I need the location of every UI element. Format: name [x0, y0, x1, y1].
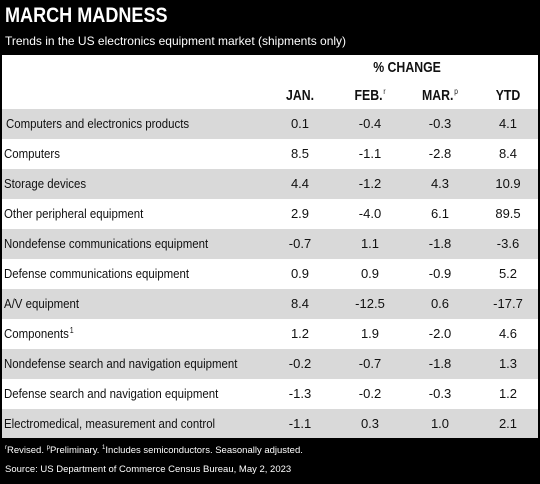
row-label: A/V equipment	[4, 296, 80, 311]
cell-mar: 1.0	[430, 416, 450, 431]
cell-ytd: 1.3	[498, 356, 518, 371]
table-row: Defense communications equipment 0.9 0.9…	[2, 259, 538, 289]
cell-ytd: 1.2	[498, 386, 518, 401]
cell-jan: 8.4	[290, 296, 310, 311]
cell-ytd: 89.5	[495, 206, 521, 221]
cell-feb: -0.7	[358, 356, 382, 371]
cell-feb: 1.9	[360, 326, 380, 341]
cell-mar: -1.8	[428, 236, 452, 251]
table-row: Computers and electronics products 0.1 -…	[2, 109, 538, 139]
cell-jan: -1.3	[288, 386, 312, 401]
cell-ytd: 5.2	[498, 266, 518, 281]
cell-ytd: 8.4	[498, 146, 518, 161]
cell-feb: -4.0	[358, 206, 382, 221]
cell-mar: -1.8	[428, 356, 452, 371]
column-header-ytd: YTD	[495, 87, 521, 104]
cell-feb: -0.2	[358, 386, 382, 401]
cell-jan: 0.1	[290, 116, 310, 131]
row-label: Components1	[4, 325, 74, 341]
source-line: Source: US Department of Commerce Census…	[5, 464, 292, 475]
table-row: Nondefense communications equipment -0.7…	[2, 229, 538, 259]
cell-jan: 8.5	[290, 146, 310, 161]
cell-ytd: 4.6	[498, 326, 518, 341]
cell-ytd: -17.7	[493, 296, 523, 311]
column-header-mar: MAR.p	[422, 87, 458, 104]
cell-jan: 2.9	[290, 206, 310, 221]
cell-jan: 1.2	[290, 326, 310, 341]
row-label: Defense search and navigation equipment	[4, 386, 219, 401]
row-label: Nondefense communications equipment	[4, 236, 209, 251]
cell-feb: -0.4	[358, 116, 382, 131]
column-header-feb: FEB.r	[354, 87, 386, 104]
cell-feb: -1.2	[358, 176, 382, 191]
cell-jan: -0.2	[288, 356, 312, 371]
cell-mar: -0.3	[428, 116, 452, 131]
cell-ytd: 4.1	[498, 116, 518, 131]
row-label: Computers	[4, 146, 60, 161]
table-row: Storage devices 4.4 -1.2 4.3 10.9	[2, 169, 538, 199]
cell-ytd: -3.6	[496, 236, 520, 251]
table-row: A/V equipment 8.4 -12.5 0.6 -17.7	[2, 289, 538, 319]
data-table: % CHANGE JAN. FEB.r MAR.p YTD Computers …	[2, 55, 538, 438]
cell-mar: -2.8	[428, 146, 452, 161]
column-header-jan: JAN.	[285, 87, 315, 104]
cell-mar: 6.1	[430, 206, 450, 221]
table-row: Computers 8.5 -1.1 -2.8 8.4	[2, 139, 538, 169]
table-row: Other peripheral equipment 2.9 -4.0 6.1 …	[2, 199, 538, 229]
cell-feb: -12.5	[355, 296, 385, 311]
cell-feb: 0.9	[360, 266, 380, 281]
table-body: Computers and electronics products 0.1 -…	[2, 109, 538, 438]
table-row: Defense search and navigation equipment …	[2, 379, 538, 409]
row-label: Computers and electronics products	[6, 116, 190, 131]
cell-jan: -1.1	[288, 416, 312, 431]
percent-change-header: % CHANGE	[373, 59, 441, 76]
row-label: Storage devices	[4, 176, 87, 191]
page-title: MARCH MADNESS	[5, 4, 168, 27]
cell-mar: -0.3	[428, 386, 452, 401]
footnote-legend: rRevised. pPreliminary. 1Includes semico…	[5, 445, 303, 457]
cell-mar: 4.3	[430, 176, 450, 191]
page-subtitle: Trends in the US electronics equipment m…	[5, 34, 347, 48]
cell-jan: 4.4	[290, 176, 310, 191]
table-row: Components1 1.2 1.9 -2.0 4.6	[2, 319, 538, 349]
table-row: Nondefense search and navigation equipme…	[2, 349, 538, 379]
cell-jan: -0.7	[288, 236, 312, 251]
row-label: Electromedical, measurement and control	[4, 416, 216, 431]
cell-feb: -1.1	[358, 146, 382, 161]
cell-feb: 1.1	[360, 236, 380, 251]
cell-ytd: 2.1	[498, 416, 518, 431]
row-label: Nondefense search and navigation equipme…	[4, 356, 238, 371]
cell-ytd: 10.9	[495, 176, 521, 191]
cell-mar: -0.9	[428, 266, 452, 281]
row-label: Other peripheral equipment	[4, 206, 144, 221]
table-row: Electromedical, measurement and control …	[2, 409, 538, 438]
row-label: Defense communications equipment	[4, 266, 190, 281]
cell-mar: -2.0	[428, 326, 452, 341]
cell-jan: 0.9	[290, 266, 310, 281]
cell-feb: 0.3	[360, 416, 380, 431]
cell-mar: 0.6	[430, 296, 450, 311]
footnote-mark: 1	[69, 325, 74, 335]
